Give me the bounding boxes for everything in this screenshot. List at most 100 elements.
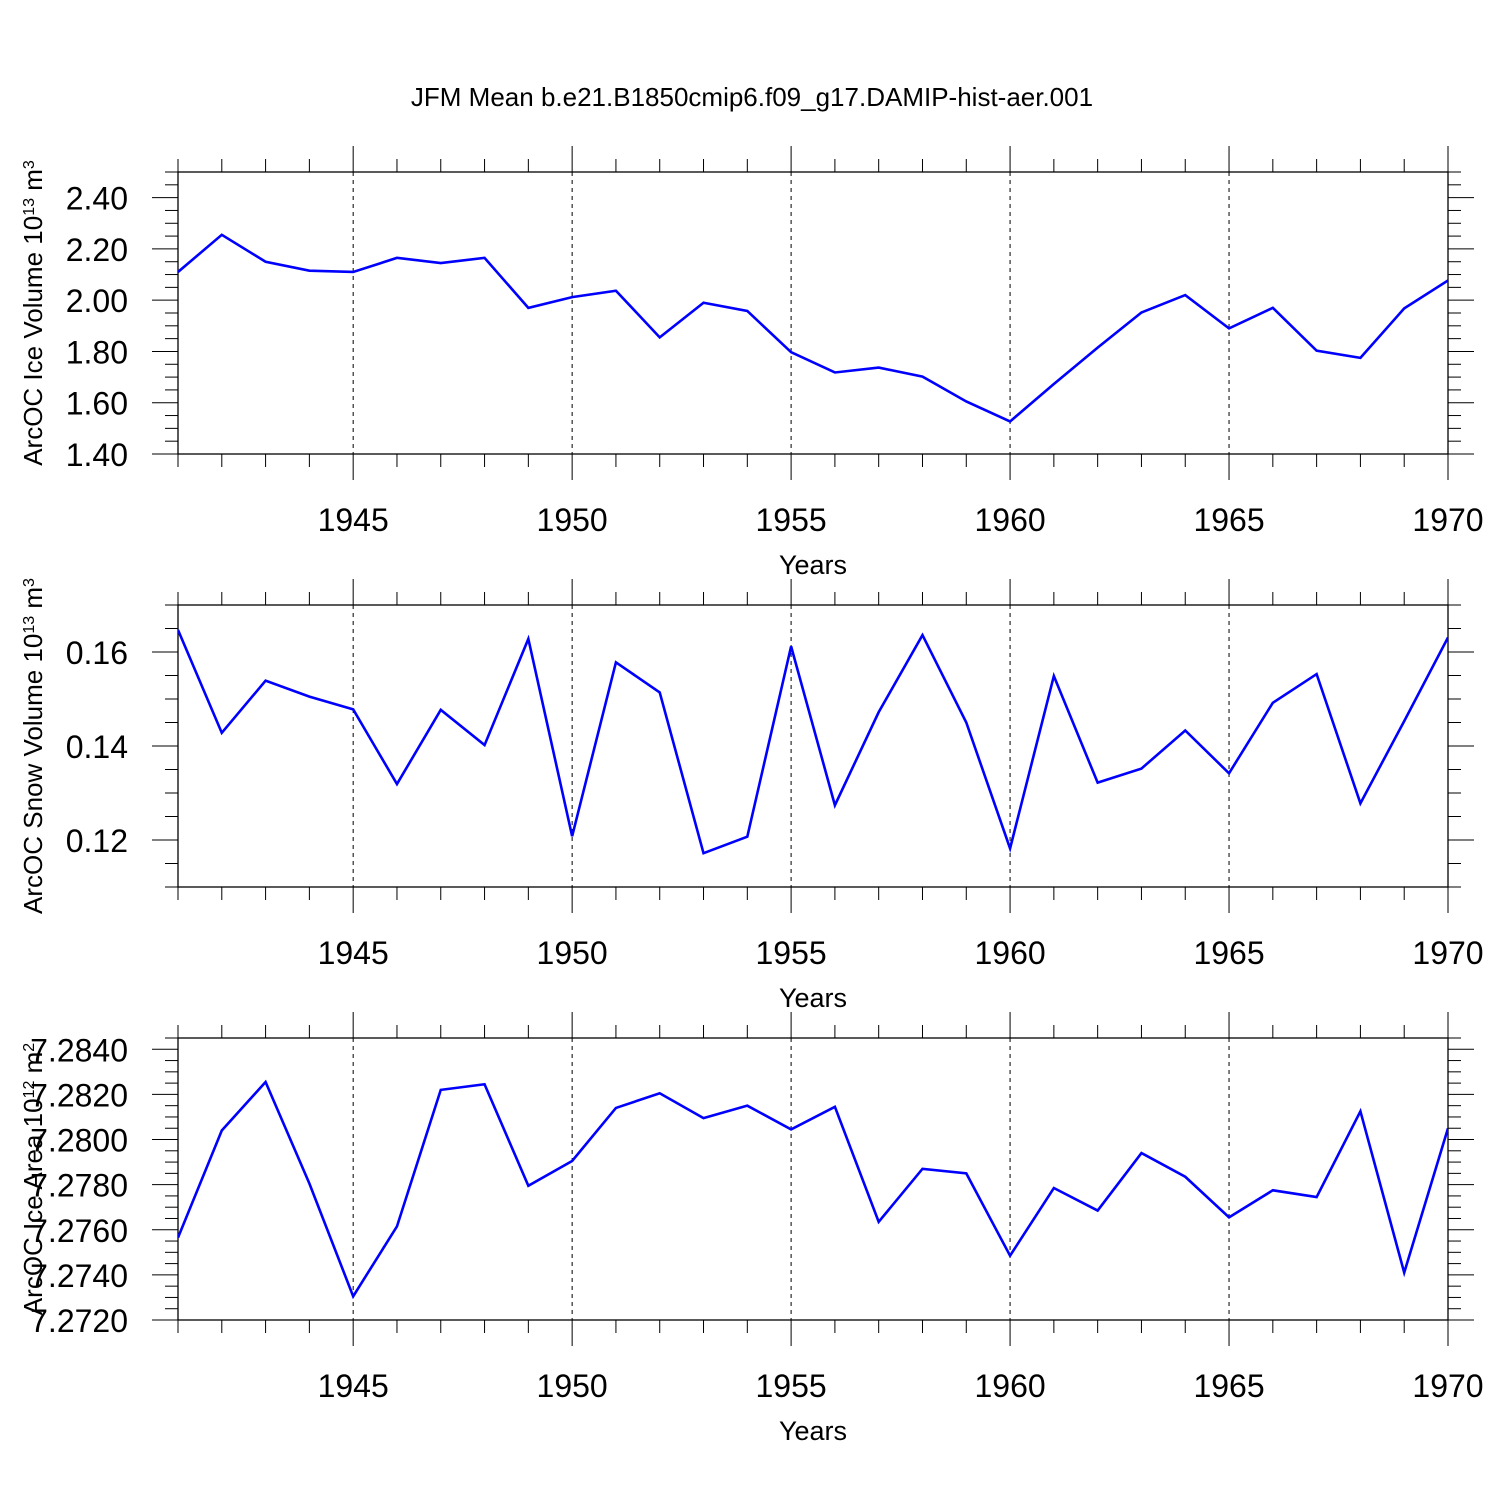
data-point <box>1228 772 1230 774</box>
data-point <box>877 1221 879 1223</box>
data-point <box>1272 702 1274 704</box>
data-point <box>965 400 967 402</box>
series-line <box>178 1079 1448 1300</box>
y-tick-label: 2.00 <box>66 283 128 319</box>
data-point <box>1403 307 1405 309</box>
x-tick-label: 1950 <box>537 935 608 971</box>
data-point <box>177 629 179 631</box>
x-tick-label: 1955 <box>756 1368 827 1404</box>
x-tick-label: 1965 <box>1193 502 1264 538</box>
data-point <box>921 1168 923 1170</box>
data-point <box>1228 1216 1230 1218</box>
data-point <box>1184 294 1186 296</box>
y-tick-label: 7.2720 <box>30 1303 128 1339</box>
data-point <box>921 634 923 636</box>
data-point <box>1272 307 1274 309</box>
data-point <box>177 1236 179 1238</box>
data-point <box>1009 420 1011 422</box>
y-tick-label: 0.14 <box>66 729 128 765</box>
data-point <box>1096 781 1098 783</box>
data-point <box>790 645 792 647</box>
x-tick-label: 1965 <box>1193 935 1264 971</box>
y-axis-label-superscript: 13 <box>21 198 38 216</box>
data-point <box>264 679 266 681</box>
data-point <box>1184 729 1186 731</box>
data-point <box>702 852 704 854</box>
x-tick-label: 1960 <box>974 502 1045 538</box>
y-axis-label-text: m <box>18 169 48 198</box>
data-point <box>615 289 617 291</box>
data-point <box>1184 1176 1186 1178</box>
x-tick-label: 1960 <box>974 935 1045 971</box>
y-tick-label: 1.60 <box>66 386 128 422</box>
data-point <box>1096 1209 1098 1211</box>
y-tick-label: 7.2800 <box>30 1123 128 1159</box>
data-point <box>308 270 310 272</box>
y-axis-label-text: m <box>18 1052 48 1081</box>
data-point <box>440 262 442 264</box>
data-point <box>877 711 879 713</box>
data-point <box>221 1129 223 1131</box>
data-point <box>877 366 879 368</box>
x-tick-label: 1960 <box>974 1368 1045 1404</box>
x-tick-label: 1955 <box>756 935 827 971</box>
data-point <box>834 371 836 373</box>
panel-1: 1945 1950 1955 1960 1965 1970 Years 1.40 1.60 1.8… <box>18 146 1484 580</box>
data-point <box>177 271 179 273</box>
data-point <box>1403 1271 1405 1273</box>
data-point <box>1053 675 1055 677</box>
y-axis-label-text: ArcOC Ice Volume 10 <box>18 216 48 466</box>
data-point <box>1140 311 1142 313</box>
data-point <box>396 1225 398 1227</box>
x-tick-label: 1950 <box>537 502 608 538</box>
data-point <box>571 835 573 837</box>
data-point <box>1053 383 1055 385</box>
y-axis-label: ArcOC Ice Area 1012 m2 <box>18 1043 48 1315</box>
data-point <box>264 261 266 263</box>
data-point <box>1359 802 1361 804</box>
y-tick-label: 0.12 <box>66 823 128 859</box>
y-tick-label: 2.40 <box>66 181 128 217</box>
data-point <box>1403 720 1405 722</box>
data-point <box>1009 847 1011 849</box>
data-point <box>746 836 748 838</box>
data-point <box>1096 346 1098 348</box>
data-point <box>264 1081 266 1083</box>
data-point <box>571 1160 573 1162</box>
data-point <box>659 336 661 338</box>
data-point <box>221 732 223 734</box>
data-point <box>1140 1152 1142 1154</box>
x-tick-label: 1970 <box>1412 935 1483 971</box>
x-axis-label: Years <box>779 1416 847 1446</box>
y-axis-label-text: ArcOC Snow Volume 10 <box>18 634 48 914</box>
y-tick-label: 1.40 <box>66 437 128 473</box>
data-point <box>352 708 354 710</box>
data-point <box>965 721 967 723</box>
data-point <box>483 257 485 259</box>
data-point <box>790 351 792 353</box>
series-line <box>178 233 1448 423</box>
data-point <box>746 310 748 312</box>
y-axis-label-superscript: 13 <box>21 616 38 634</box>
y-tick-label: 2.20 <box>66 232 128 268</box>
data-point <box>396 783 398 785</box>
y-axis-label-text: ArcOC Ice Area 10 <box>18 1098 48 1315</box>
data-point <box>352 1295 354 1297</box>
y-axis-label-superscript: 3 <box>21 578 38 587</box>
data-point <box>659 1092 661 1094</box>
data-point <box>308 1182 310 1184</box>
series-line <box>178 629 1448 855</box>
data-point <box>1140 767 1142 769</box>
y-axis-label-superscript: 3 <box>21 160 38 169</box>
data-point <box>527 1185 529 1187</box>
y-axis-label-superscript: 12 <box>21 1081 38 1099</box>
data-point <box>308 695 310 697</box>
y-tick-label: 1.80 <box>66 334 128 370</box>
x-tick-label: 1945 <box>318 1368 389 1404</box>
data-point <box>1315 349 1317 351</box>
data-point <box>527 638 529 640</box>
y-tick-label: 7.2740 <box>30 1258 128 1294</box>
data-point <box>440 1089 442 1091</box>
